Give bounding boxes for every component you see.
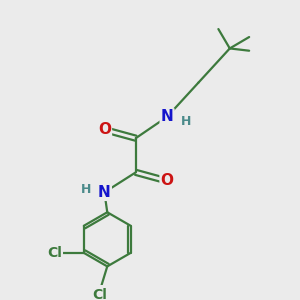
Text: N: N: [98, 185, 111, 200]
Text: N: N: [161, 109, 173, 124]
Text: Cl: Cl: [93, 288, 108, 300]
Text: H: H: [81, 183, 91, 196]
Text: Cl: Cl: [47, 246, 62, 260]
Text: O: O: [160, 173, 174, 188]
Text: O: O: [98, 122, 111, 137]
Text: H: H: [180, 115, 191, 128]
